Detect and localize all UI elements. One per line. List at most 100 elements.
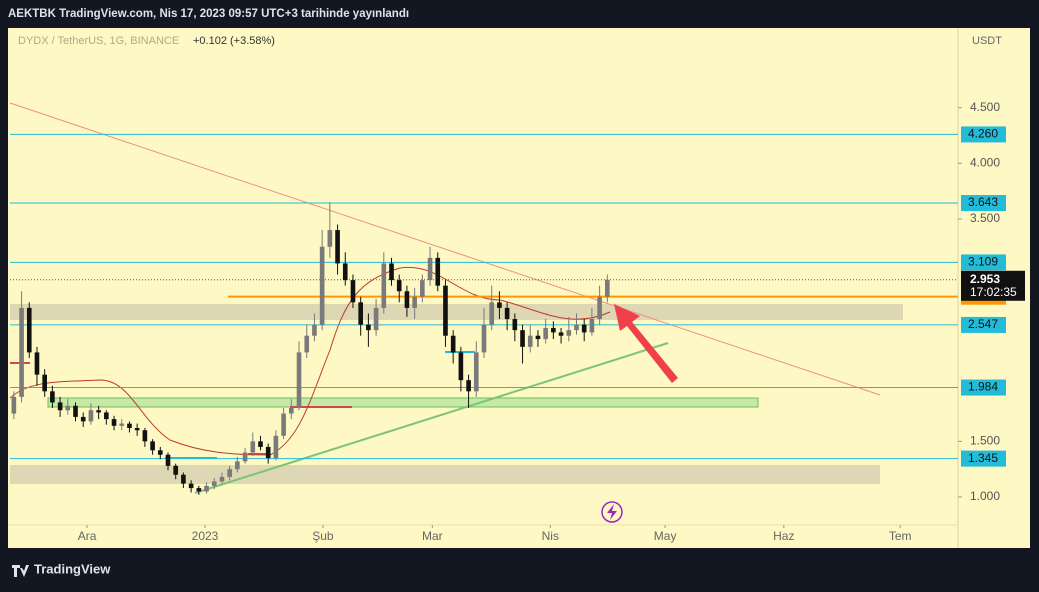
level-label: 1.345 [968, 451, 998, 465]
candle-body [327, 230, 333, 247]
x-tick-label: Tem [889, 529, 912, 543]
level-label-box [961, 379, 1006, 396]
y-tick-label: 1.500 [970, 434, 1000, 448]
candle-body [181, 474, 186, 484]
candle-body [50, 391, 55, 403]
candle-body [273, 435, 279, 459]
candle-body [235, 461, 240, 470]
change: +0.102 (+3.58%) [193, 35, 275, 47]
candle-body [26, 307, 32, 353]
zone [10, 465, 880, 484]
candle-body [204, 485, 209, 492]
candle-body [127, 423, 132, 429]
candle-body [404, 291, 410, 308]
candle-body [566, 330, 572, 336]
candle-body [173, 465, 179, 475]
candle-body [11, 396, 17, 414]
candle-body [104, 412, 109, 420]
candle-body [134, 428, 140, 431]
candle-body [335, 230, 340, 264]
candle-body [119, 423, 125, 426]
candle-body [504, 307, 510, 320]
countdown: 17:02:35 [970, 285, 1017, 299]
candle-body [450, 335, 456, 353]
candle-body [196, 488, 202, 492]
candle-body [34, 352, 40, 375]
x-tick-label: Ara [78, 529, 97, 543]
chart-area [8, 28, 1030, 548]
zone [10, 304, 903, 320]
brand: TradingView [34, 561, 111, 576]
candle-body [396, 280, 402, 292]
candle-body [258, 441, 263, 447]
x-tick-label: Haz [773, 529, 794, 543]
logo [12, 565, 29, 577]
level-label: 2.547 [968, 317, 998, 331]
level-label-box [961, 450, 1006, 467]
candle-body [366, 324, 371, 331]
candle-body [342, 263, 348, 281]
candle-body [458, 352, 464, 381]
candle-body [227, 469, 232, 477]
candle-body [111, 419, 117, 426]
candle-body [443, 285, 448, 336]
candle-body [427, 257, 433, 281]
candle-body [412, 296, 417, 308]
level-label: 3.643 [968, 195, 998, 209]
trend-line [194, 342, 669, 494]
symbol: DYDX / TetherUS, 1G, BINANCE [18, 35, 179, 47]
candle-body [219, 476, 225, 482]
candle-body [435, 257, 441, 286]
candle-body [520, 330, 525, 347]
level-label-box [961, 316, 1006, 333]
candle-body [142, 430, 148, 442]
candle-body [211, 481, 217, 486]
candle-body [527, 335, 533, 347]
candle-body [497, 302, 502, 308]
candle-body [558, 332, 564, 336]
candle-body [420, 280, 425, 297]
candle-body [73, 405, 78, 417]
y-tick-label: 3.500 [970, 211, 1000, 225]
candle-body [605, 279, 610, 297]
trend-line [9, 102, 881, 396]
candle-body [265, 446, 271, 459]
candle-body [589, 319, 595, 333]
level-label-box [961, 254, 1006, 271]
candle-body [80, 416, 86, 422]
candle-body [96, 410, 101, 413]
candle-body [150, 441, 155, 451]
candle-body [296, 352, 302, 409]
candle-body [535, 335, 541, 340]
last-price-box [961, 270, 1025, 301]
candle-body [312, 324, 317, 336]
level-label: 1.984 [968, 380, 998, 394]
arrow [614, 304, 678, 383]
candle-body [242, 452, 248, 462]
level-label-box [961, 126, 1006, 143]
candle-body [551, 327, 556, 333]
y-tick-label: 4.500 [970, 100, 1000, 114]
currency: USDT [972, 35, 1002, 47]
y-tick-label: 1.000 [970, 489, 1000, 503]
candle-body [19, 307, 24, 397]
x-tick-label: Nis [542, 529, 559, 543]
candle-body [289, 408, 294, 414]
candle-body [304, 335, 310, 353]
x-tick-label: May [654, 529, 677, 543]
candle-body [188, 483, 194, 489]
candle-body [597, 296, 602, 320]
candle-body [358, 302, 363, 325]
candle-body [165, 454, 171, 466]
candle-body [57, 402, 63, 411]
last-price-label: 2.953 [970, 272, 1000, 286]
level-label-box [961, 195, 1006, 212]
candle-body [381, 263, 387, 308]
level-label: 4.260 [968, 127, 998, 141]
candle-body [473, 352, 479, 392]
candle-body [65, 405, 71, 411]
candle-body [512, 319, 518, 331]
candles [11, 202, 610, 495]
candle-body [42, 374, 47, 392]
